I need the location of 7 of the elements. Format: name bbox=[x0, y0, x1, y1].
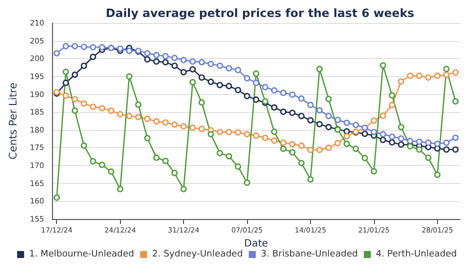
legend-label: 4. Perth-Unleaded bbox=[376, 250, 457, 260]
y-axis-title: Cents Per Litre bbox=[8, 82, 20, 160]
legend-label: 3. Brisbane-Unleaded bbox=[260, 250, 358, 260]
chart-title: Daily average petrol prices for the last 6 weeks bbox=[106, 6, 414, 20]
legend-label: 2. Sydney-Unleaded bbox=[152, 250, 243, 260]
legend-label: 1. Melbourne-Unleaded bbox=[29, 250, 134, 260]
x-axis-title: Date bbox=[244, 238, 268, 250]
